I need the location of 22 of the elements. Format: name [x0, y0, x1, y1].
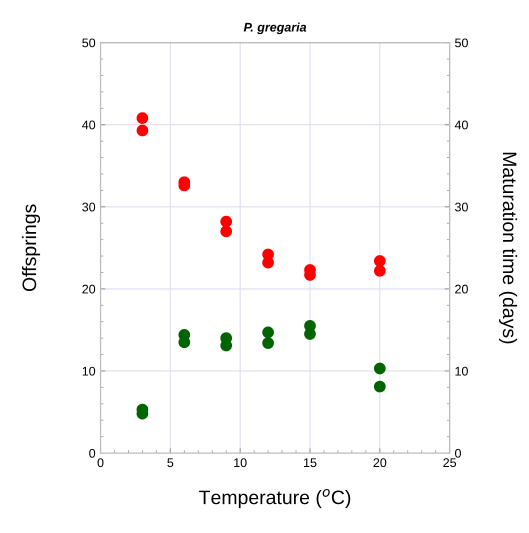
y-tick-label: 30 — [82, 202, 96, 212]
x-tick-label: 10 — [234, 458, 247, 468]
y2-axis-title: Maturation time (days) — [498, 152, 518, 344]
y2-tick-label: 0 — [455, 448, 461, 458]
y-tick-label: 0 — [89, 448, 96, 458]
y2-tick-label: 10 — [455, 366, 468, 376]
y-tick-label: 50 — [82, 38, 96, 48]
y2-tick-label: 50 — [455, 38, 468, 48]
y2-tick-label: 20 — [455, 284, 468, 294]
x-tick-label: 25 — [443, 458, 456, 468]
y-axis-title: Offsprings — [22, 204, 40, 292]
x-axis-title: Temperature ($^{o}$C) — [199, 489, 350, 508]
y2-tick-label: 30 — [454, 202, 468, 212]
x-tick-label: 5 — [167, 458, 174, 468]
y2-tick-label: 40 — [454, 120, 468, 130]
x-tick-label: 0 — [98, 458, 104, 468]
y-tick-label: 40 — [82, 120, 96, 130]
chart-title: P. gregaria — [244, 22, 306, 34]
x-tick-label: 15 — [304, 458, 316, 468]
y-tick-label: 20 — [82, 284, 96, 294]
y-tick-label: 10 — [82, 366, 96, 376]
x-tick-label: 20 — [374, 458, 386, 468]
